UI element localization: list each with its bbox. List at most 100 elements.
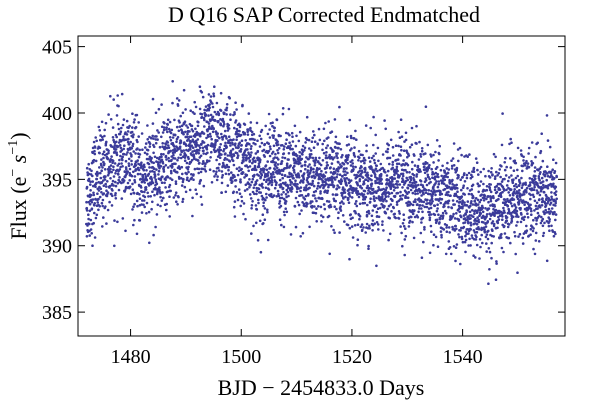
data-point xyxy=(217,166,220,170)
data-point xyxy=(549,201,553,205)
data-point xyxy=(148,142,152,145)
data-point xyxy=(163,147,166,151)
data-point xyxy=(319,163,323,167)
data-point xyxy=(200,143,203,146)
data-point xyxy=(417,197,421,200)
data-point xyxy=(229,144,232,147)
data-point xyxy=(538,193,542,197)
data-point xyxy=(443,205,446,208)
data-point xyxy=(131,112,134,115)
data-point xyxy=(173,157,177,160)
data-point xyxy=(542,191,546,194)
data-point xyxy=(366,179,370,183)
data-point xyxy=(532,188,536,192)
data-point xyxy=(497,197,500,201)
data-point xyxy=(384,195,388,199)
data-point xyxy=(203,118,206,122)
data-point xyxy=(437,182,441,186)
data-point xyxy=(387,204,391,208)
data-point xyxy=(513,184,516,188)
data-point xyxy=(233,175,236,179)
data-point xyxy=(494,175,497,178)
data-point xyxy=(246,148,249,151)
data-point xyxy=(256,239,260,242)
data-point xyxy=(460,188,463,192)
data-point xyxy=(105,185,108,188)
data-point xyxy=(314,211,318,215)
data-point xyxy=(101,152,105,156)
data-point xyxy=(144,146,147,149)
data-point xyxy=(338,173,342,176)
data-point xyxy=(428,251,432,255)
data-point xyxy=(515,209,519,213)
data-point xyxy=(268,154,272,158)
data-point xyxy=(273,168,277,171)
data-point xyxy=(104,182,107,186)
data-point xyxy=(513,188,516,191)
data-point xyxy=(113,244,116,248)
data-point xyxy=(104,121,108,125)
data-point xyxy=(137,135,140,138)
data-point xyxy=(480,193,484,196)
data-point xyxy=(515,194,519,198)
data-point xyxy=(179,141,183,144)
data-point xyxy=(358,178,362,181)
data-point xyxy=(107,113,110,116)
data-point xyxy=(200,115,204,119)
data-point xyxy=(545,259,549,263)
data-point xyxy=(237,188,241,191)
data-point xyxy=(210,150,213,154)
data-point xyxy=(311,179,315,183)
data-point xyxy=(399,118,403,121)
data-point xyxy=(440,197,444,201)
data-point xyxy=(533,166,537,169)
data-point xyxy=(276,140,279,143)
data-point xyxy=(153,170,156,174)
data-point xyxy=(346,155,350,159)
data-point xyxy=(110,170,113,174)
data-point xyxy=(262,170,265,174)
data-point xyxy=(188,143,191,146)
data-point xyxy=(243,189,247,192)
data-point xyxy=(183,120,187,123)
data-point xyxy=(295,190,299,194)
data-point xyxy=(434,182,437,185)
data-point xyxy=(160,135,163,139)
data-point xyxy=(502,206,505,210)
data-point xyxy=(143,190,146,194)
data-point xyxy=(276,163,280,166)
data-point xyxy=(224,135,228,138)
data-point xyxy=(169,169,173,173)
data-point xyxy=(395,203,399,206)
data-point xyxy=(272,136,275,139)
data-point xyxy=(381,166,385,170)
data-point xyxy=(336,184,339,187)
data-point xyxy=(541,234,545,238)
data-point xyxy=(336,156,339,160)
data-point xyxy=(387,143,391,147)
data-point xyxy=(136,204,139,208)
data-point xyxy=(283,213,286,217)
data-point xyxy=(529,181,532,184)
data-point xyxy=(250,207,253,210)
data-point xyxy=(219,109,223,112)
data-point xyxy=(440,233,443,237)
data-point xyxy=(298,130,302,134)
data-point xyxy=(187,179,191,183)
data-point xyxy=(331,180,334,183)
data-point xyxy=(469,228,473,231)
data-point xyxy=(533,185,536,189)
data-point xyxy=(263,167,266,171)
data-point xyxy=(197,120,200,124)
data-point xyxy=(419,231,423,235)
data-point xyxy=(469,244,472,247)
data-point xyxy=(94,159,98,163)
data-point xyxy=(384,171,387,174)
data-point xyxy=(270,183,274,187)
data-point xyxy=(291,135,294,138)
data-point xyxy=(397,162,401,166)
data-point xyxy=(462,184,466,187)
data-point xyxy=(483,230,487,234)
data-point xyxy=(553,177,556,180)
data-point xyxy=(197,144,201,147)
